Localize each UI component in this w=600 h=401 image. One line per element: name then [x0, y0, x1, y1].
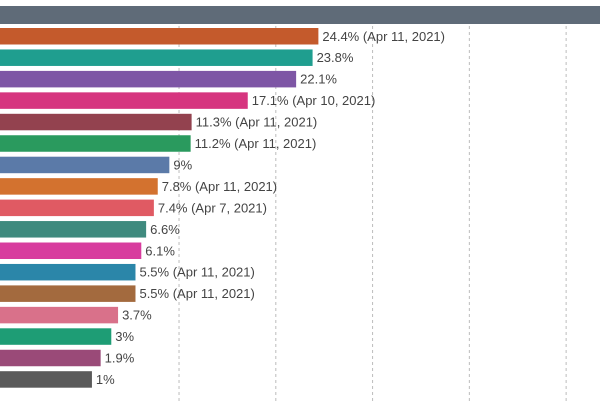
- bar-16: [0, 349, 101, 367]
- bar-11: [0, 242, 142, 259]
- bar-label-8: 7.8% (Apr 11, 2021): [162, 179, 277, 194]
- bar-label-17: 1%: [96, 372, 115, 387]
- bar-9: [0, 199, 154, 217]
- bars: [0, 28, 319, 388]
- bar-7: [0, 156, 170, 174]
- bar-15: [0, 328, 112, 345]
- bar-label-9: 7.4% (Apr 7, 2021): [158, 200, 267, 215]
- bar-6: [0, 135, 191, 152]
- bar-1: [0, 28, 319, 45]
- bar-label-3: 22.1%: [300, 72, 337, 87]
- bar-label-11: 6.1%: [145, 243, 175, 258]
- bar-10: [0, 221, 147, 238]
- bar-4: [0, 92, 248, 109]
- gridlines: [178, 26, 567, 401]
- bar-label-7: 9%: [173, 157, 192, 172]
- bar-2: [0, 49, 313, 66]
- bar-label-1: 24.4% (Apr 11, 2021): [322, 29, 445, 44]
- bar-label-16: 1.9%: [105, 351, 135, 366]
- bar-12: [0, 263, 136, 281]
- bar-14: [0, 306, 119, 324]
- bar-label-12: 5.5% (Apr 11, 2021): [139, 265, 254, 280]
- bar-label-14: 3.7%: [122, 308, 152, 323]
- bar-5: [0, 113, 192, 131]
- bar-labels: 24.4% (Apr 11, 2021) 23.8% 22.1% 17.1% (Apr…: [96, 29, 445, 387]
- bar-label-5: 11.3% (Apr 11, 2021): [196, 115, 318, 130]
- bar-3: [0, 70, 297, 88]
- bar-label-15: 3%: [115, 329, 134, 344]
- bar-13: [0, 285, 136, 302]
- bar-label-2: 23.8%: [317, 50, 354, 65]
- bar-label-6: 11.2% (Apr 11, 2021): [195, 136, 317, 151]
- bar-label-10: 6.6%: [150, 222, 180, 237]
- bar-label-13: 5.5% (Apr 11, 2021): [139, 286, 254, 301]
- header-bar: [0, 6, 600, 24]
- bar-17: [0, 371, 92, 388]
- bar-8: [0, 178, 158, 195]
- bar-label-4: 17.1% (Apr 10, 2021): [252, 93, 376, 108]
